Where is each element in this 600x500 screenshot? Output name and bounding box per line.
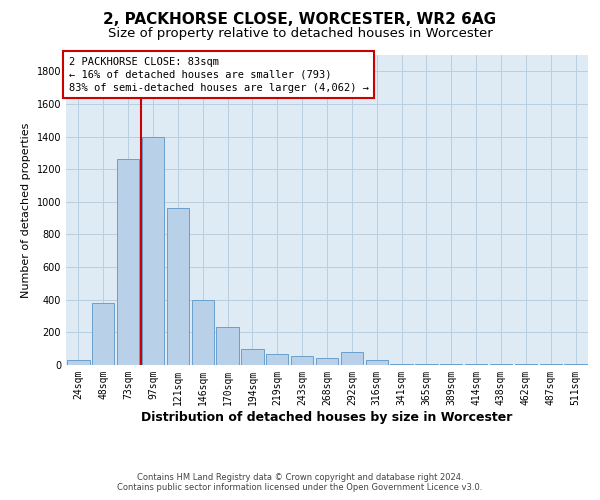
Bar — [142, 136, 164, 365]
Bar — [415, 364, 437, 365]
Bar — [266, 354, 289, 365]
Bar — [365, 360, 388, 365]
Bar — [515, 364, 537, 365]
Bar — [465, 364, 487, 365]
Bar — [291, 356, 313, 365]
Bar — [92, 303, 115, 365]
Bar — [341, 352, 363, 365]
Text: Contains HM Land Registry data © Crown copyright and database right 2024.
Contai: Contains HM Land Registry data © Crown c… — [118, 473, 482, 492]
Bar — [167, 208, 189, 365]
Bar — [391, 364, 413, 365]
Y-axis label: Number of detached properties: Number of detached properties — [21, 122, 31, 298]
Text: 2, PACKHORSE CLOSE, WORCESTER, WR2 6AG: 2, PACKHORSE CLOSE, WORCESTER, WR2 6AG — [103, 12, 497, 28]
Bar — [490, 364, 512, 365]
Bar — [565, 364, 587, 365]
Bar — [217, 328, 239, 365]
Text: Size of property relative to detached houses in Worcester: Size of property relative to detached ho… — [107, 28, 493, 40]
X-axis label: Distribution of detached houses by size in Worcester: Distribution of detached houses by size … — [142, 410, 512, 424]
Bar — [440, 364, 463, 365]
Bar — [241, 348, 263, 365]
Text: 2 PACKHORSE CLOSE: 83sqm
← 16% of detached houses are smaller (793)
83% of semi-: 2 PACKHORSE CLOSE: 83sqm ← 16% of detach… — [68, 56, 368, 93]
Bar — [191, 300, 214, 365]
Bar — [316, 358, 338, 365]
Bar — [539, 364, 562, 365]
Bar — [117, 160, 139, 365]
Bar — [67, 360, 89, 365]
